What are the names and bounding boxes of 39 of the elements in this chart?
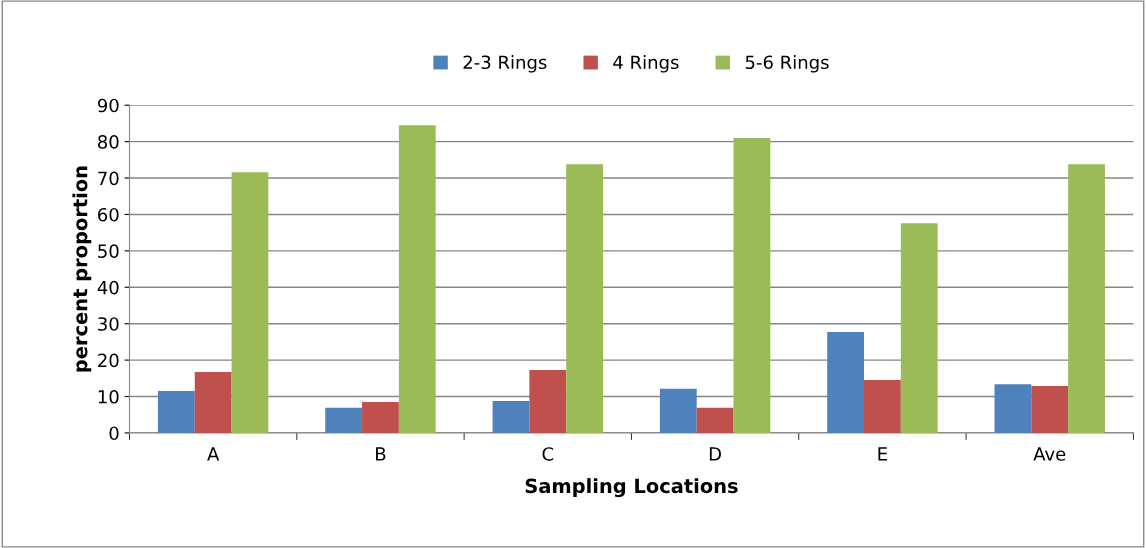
y-tick-label: 90 <box>97 98 119 113</box>
bar <box>231 172 269 433</box>
x-tick-label: C <box>542 447 554 461</box>
bar <box>529 369 567 433</box>
bar <box>864 380 901 433</box>
bar <box>900 223 938 433</box>
y-tick-label: 20 <box>98 353 119 368</box>
bar <box>398 125 436 433</box>
y-tick-label: 60 <box>98 207 119 222</box>
y-tick-label: 40 <box>97 280 119 295</box>
bar <box>696 407 734 433</box>
y-tick-label: 70 <box>98 171 119 186</box>
y-axis-title: percent proportion <box>72 166 92 372</box>
bar <box>362 401 399 433</box>
bar <box>492 400 530 433</box>
bar <box>659 388 697 433</box>
x-tick-label: A <box>207 447 220 461</box>
bar <box>1068 164 1105 433</box>
x-axis-title: Sampling Locations <box>525 478 738 498</box>
bar <box>566 164 603 433</box>
bar <box>157 391 195 433</box>
legend-label: 5-6 Rings <box>745 55 829 73</box>
y-tick-label: 80 <box>98 135 119 149</box>
y-tick-label: 10 <box>98 389 119 404</box>
bar <box>733 137 771 433</box>
bar <box>194 372 232 433</box>
x-tick-label: D <box>709 447 721 461</box>
bar <box>994 384 1032 433</box>
bar <box>1031 385 1069 433</box>
y-tick-label: 0 <box>109 426 119 441</box>
legend-label: 4 Rings <box>613 55 679 73</box>
y-tick-label: 30 <box>98 317 119 331</box>
bar <box>325 407 363 433</box>
y-tick-label: 50 <box>98 244 119 258</box>
x-tick-label: E <box>878 447 887 461</box>
legend-label: 2-3 Rings <box>463 55 547 73</box>
x-tick-label: Ave <box>1033 447 1066 461</box>
bar <box>827 332 865 433</box>
x-tick-label: B <box>376 447 386 461</box>
